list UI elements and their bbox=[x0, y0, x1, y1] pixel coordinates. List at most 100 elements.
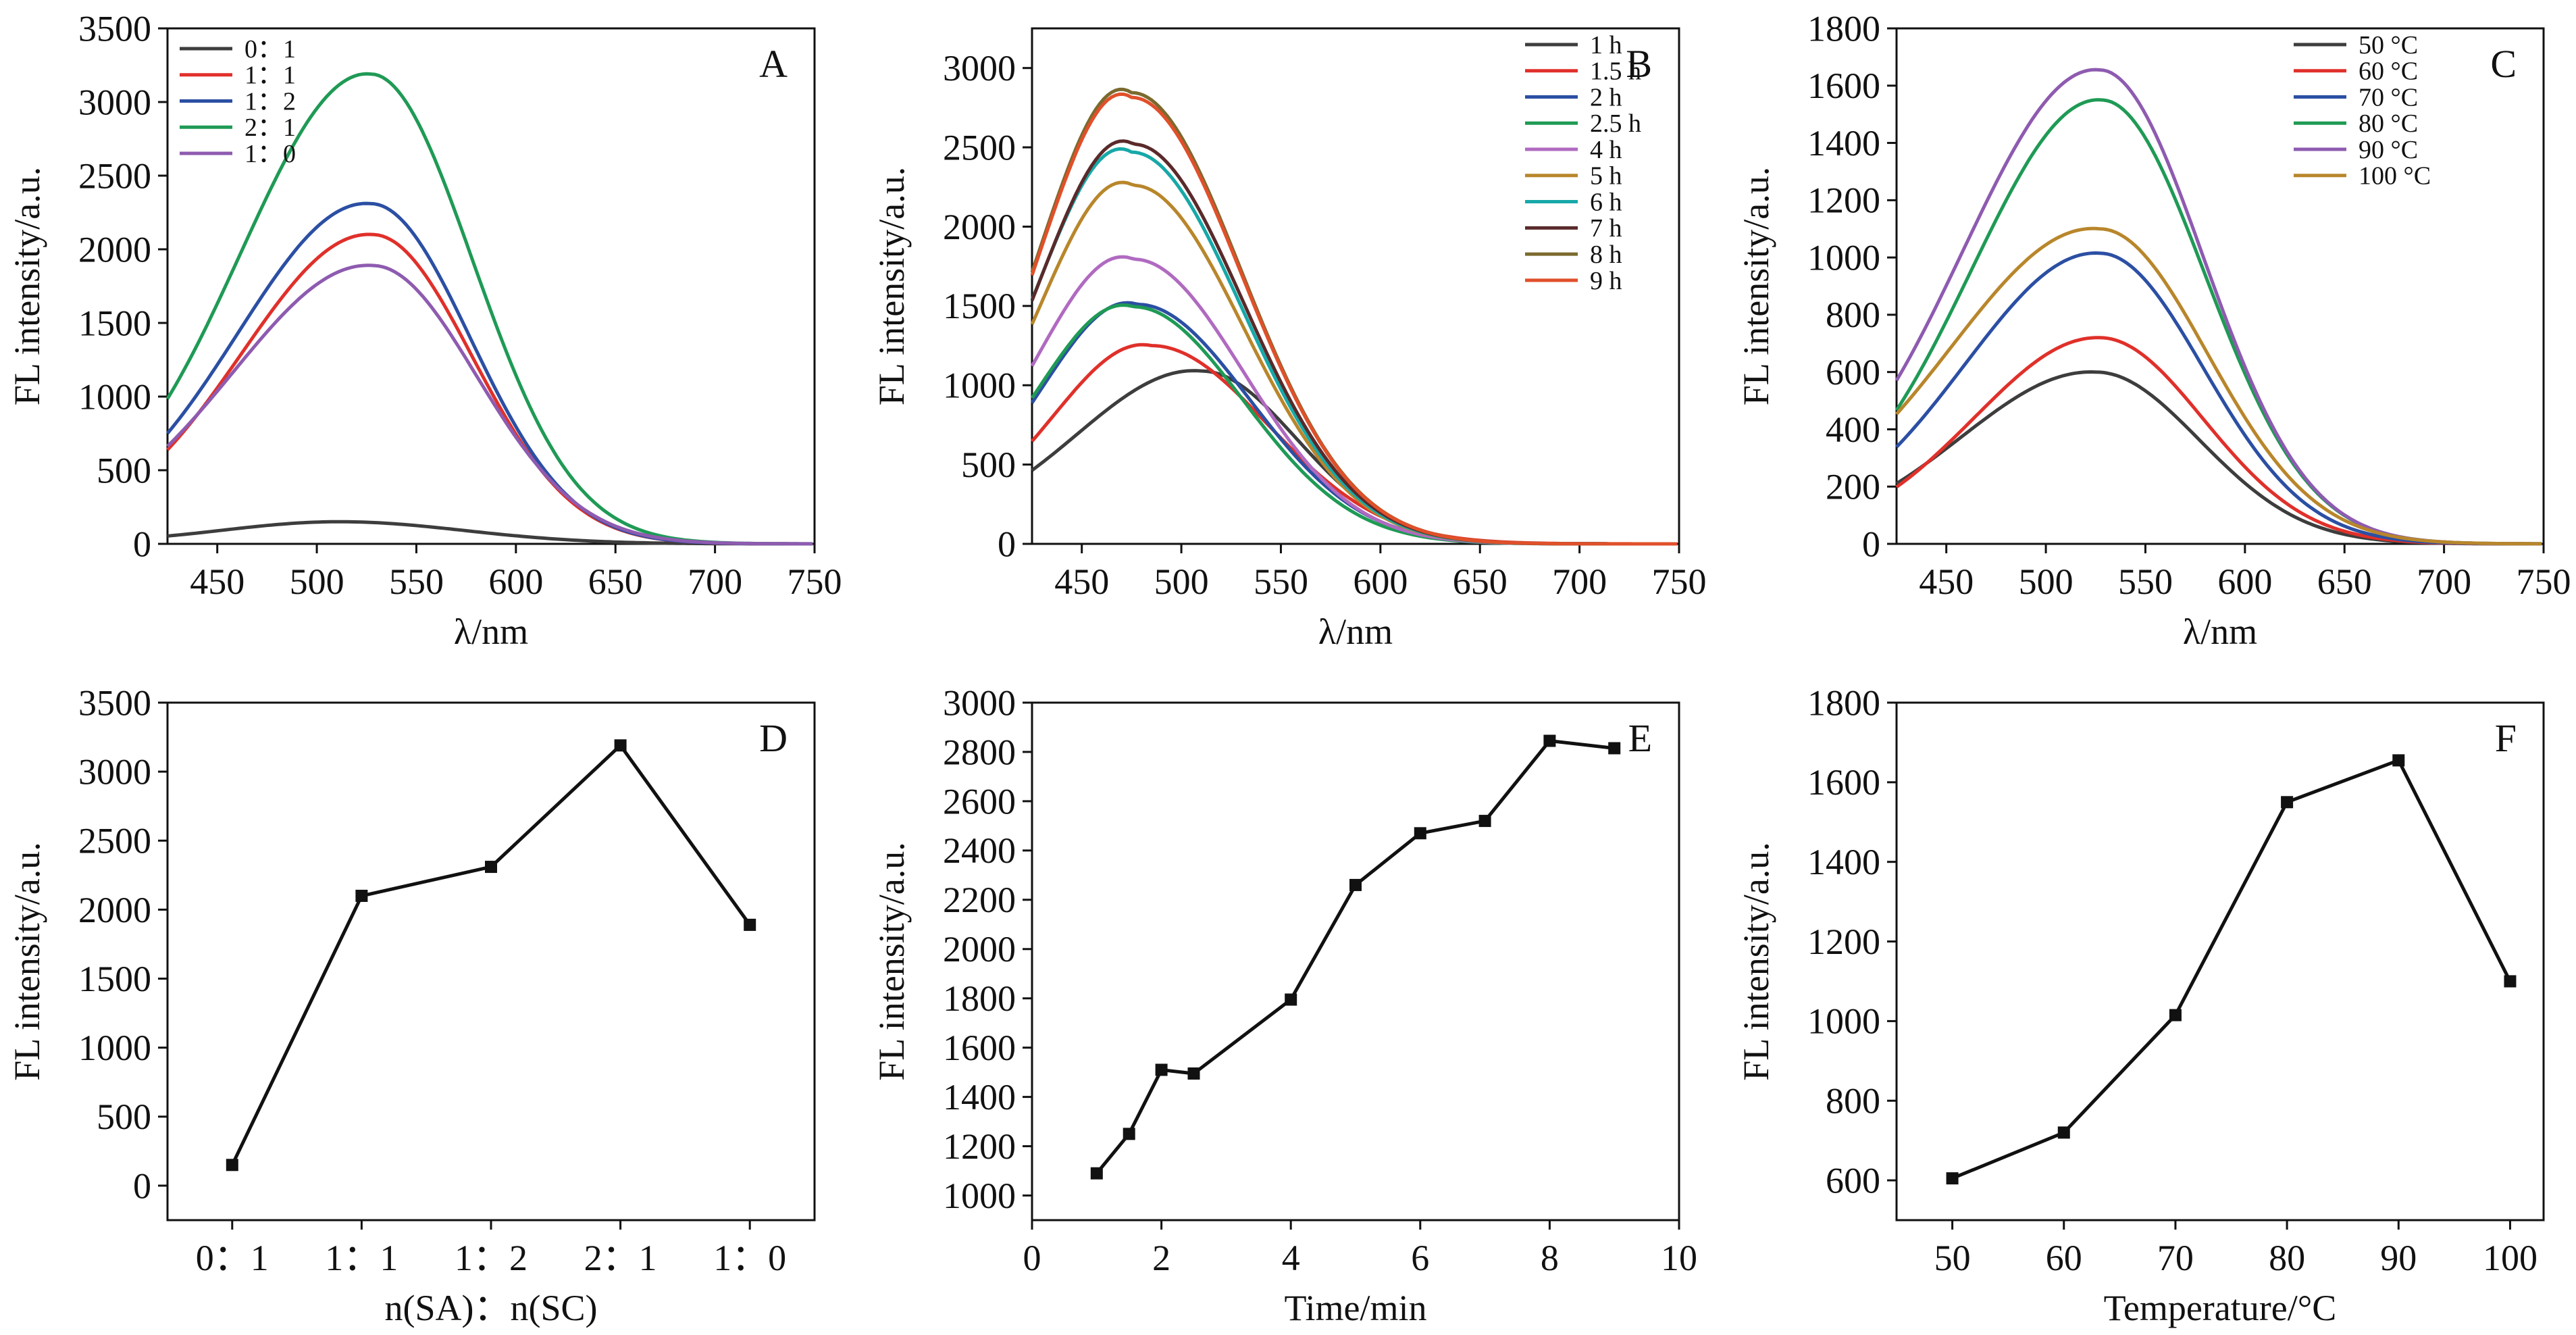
x-tick-label: 60 bbox=[2046, 1238, 2082, 1278]
y-tick-label: 2500 bbox=[78, 821, 151, 861]
y-tick-label: 1800 bbox=[1807, 682, 1880, 723]
legend-label: 2：1 bbox=[244, 114, 296, 142]
y-tick-label: 2400 bbox=[943, 830, 1016, 871]
plot-frame bbox=[1031, 701, 1680, 1221]
legend-label: 60 °C bbox=[2359, 57, 2418, 86]
y-tick-label: 500 bbox=[961, 445, 1016, 485]
x-tick-label: 750 bbox=[2517, 561, 2571, 602]
x-tick-label: 650 bbox=[2317, 561, 2372, 602]
x-tick-label: 450 bbox=[1054, 561, 1109, 602]
y-tick-label: 2600 bbox=[943, 781, 1016, 822]
y-tick-label: 1200 bbox=[1807, 180, 1880, 221]
x-tick-label: 550 bbox=[2118, 561, 2173, 602]
data-point bbox=[485, 861, 497, 874]
x-tick-label: 650 bbox=[1453, 561, 1508, 602]
data-point bbox=[2057, 1126, 2070, 1139]
y-tick-label: 1600 bbox=[1807, 66, 1880, 106]
plot-frame bbox=[1895, 27, 2545, 545]
panel-letter: A bbox=[759, 42, 788, 86]
x-tick-label: 600 bbox=[1353, 561, 1408, 602]
legend-label: 6 h bbox=[1590, 188, 1622, 216]
series-line bbox=[1095, 738, 1615, 1175]
x-tick-label: 600 bbox=[2217, 561, 2272, 602]
x-tick-label: 1：0 bbox=[713, 1238, 786, 1278]
legend-label: 1：2 bbox=[244, 87, 296, 116]
legend-label: 8 h bbox=[1590, 241, 1622, 269]
series-line bbox=[166, 263, 813, 546]
y-tick-label: 3000 bbox=[78, 82, 151, 122]
y-tick-label: 500 bbox=[97, 1097, 151, 1137]
x-tick-label: 100 bbox=[2483, 1238, 2538, 1278]
y-axis-label: FL intensity/a.u. bbox=[1736, 167, 1776, 405]
data-point bbox=[744, 918, 756, 931]
y-tick-label: 2000 bbox=[943, 207, 1016, 247]
data-point bbox=[1414, 827, 1426, 840]
legend-label: 2 h bbox=[1590, 83, 1622, 111]
y-tick-label: 1800 bbox=[1807, 8, 1880, 49]
y-tick-label: 1000 bbox=[1807, 1001, 1880, 1042]
series-line bbox=[1895, 226, 2542, 546]
panel-letter: E bbox=[1628, 716, 1652, 760]
data-point bbox=[1123, 1128, 1135, 1140]
data-point bbox=[1946, 1172, 1959, 1185]
y-tick-label: 500 bbox=[97, 450, 151, 490]
panel-letter: B bbox=[1626, 42, 1652, 86]
y-tick-label: 600 bbox=[1826, 1160, 1880, 1201]
y-tick-label: 1500 bbox=[943, 286, 1016, 326]
panel-f: 600 800 1000 1200 1400 1600 1800 50 60 70 80 90 100 T… bbox=[1736, 682, 2545, 1328]
x-tick-label: 8 bbox=[1541, 1238, 1559, 1278]
y-tick-label: 3000 bbox=[78, 751, 151, 792]
y-tick-label: 800 bbox=[1826, 295, 1880, 335]
x-tick-label: 2：1 bbox=[584, 1238, 657, 1278]
x-tick-label: 6 bbox=[1411, 1238, 1429, 1278]
data-point bbox=[2281, 796, 2294, 809]
y-tick-label: 1400 bbox=[1807, 842, 1880, 882]
y-tick-label: 0 bbox=[133, 1165, 151, 1206]
x-tick-label: 550 bbox=[1254, 561, 1308, 602]
x-axis-label: n(SA)：n(SC) bbox=[384, 1288, 597, 1328]
data-point bbox=[226, 1159, 238, 1172]
y-tick-label: 3000 bbox=[943, 48, 1016, 89]
y-tick-label: 1400 bbox=[943, 1077, 1016, 1117]
y-tick-label: 3000 bbox=[943, 682, 1016, 723]
panel-letter: D bbox=[759, 716, 788, 760]
y-tick-label: 600 bbox=[1826, 352, 1880, 393]
data-point bbox=[1478, 815, 1491, 828]
y-axis-label: FL intensity/a.u. bbox=[7, 842, 47, 1080]
x-tick-label: 1：1 bbox=[325, 1238, 398, 1278]
x-tick-label: 80 bbox=[2269, 1238, 2305, 1278]
data-point bbox=[355, 889, 368, 902]
panel-a: 0 500 1000 1500 2000 2500 3000 3500 450 500 550 600… bbox=[7, 8, 842, 652]
y-axis-label: FL intensity/a.u. bbox=[7, 167, 47, 405]
y-tick-label: 2000 bbox=[78, 229, 151, 270]
legend-label: 70 °C bbox=[2359, 83, 2418, 111]
panel-letter: C bbox=[2490, 42, 2517, 86]
legend-label: 0：1 bbox=[244, 35, 296, 64]
y-tick-label: 2500 bbox=[78, 155, 151, 196]
data-point bbox=[1608, 742, 1621, 755]
y-tick-label: 200 bbox=[1826, 467, 1880, 507]
y-axis-label: FL intensity/a.u. bbox=[871, 167, 912, 405]
legend-label: 1.5 h bbox=[1590, 57, 1641, 86]
x-axis-label: λ/nm bbox=[1318, 611, 1393, 652]
data-point bbox=[2392, 754, 2405, 767]
x-axis-label: Temperature/°C bbox=[2104, 1288, 2337, 1328]
x-tick-label: 2 bbox=[1152, 1238, 1170, 1278]
x-tick-label: 0 bbox=[1023, 1238, 1041, 1278]
legend-label: 50 °C bbox=[2359, 31, 2418, 59]
data-point bbox=[1285, 993, 1297, 1006]
x-tick-label: 1：2 bbox=[455, 1238, 527, 1278]
legend-label: 2.5 h bbox=[1590, 109, 1641, 138]
legend-label: 7 h bbox=[1590, 214, 1622, 243]
plot-frame bbox=[1031, 27, 1680, 545]
x-tick-label: 450 bbox=[190, 561, 244, 602]
x-tick-label: 700 bbox=[688, 561, 742, 602]
x-tick-label: 4 bbox=[1282, 1238, 1300, 1278]
y-tick-label: 1600 bbox=[943, 1028, 1016, 1068]
x-tick-label: 700 bbox=[2417, 561, 2471, 602]
legend-label: 1：0 bbox=[244, 140, 296, 168]
data-point bbox=[1543, 734, 1556, 747]
y-tick-label: 2200 bbox=[943, 880, 1016, 920]
x-tick-label: 50 bbox=[1934, 1238, 1971, 1278]
